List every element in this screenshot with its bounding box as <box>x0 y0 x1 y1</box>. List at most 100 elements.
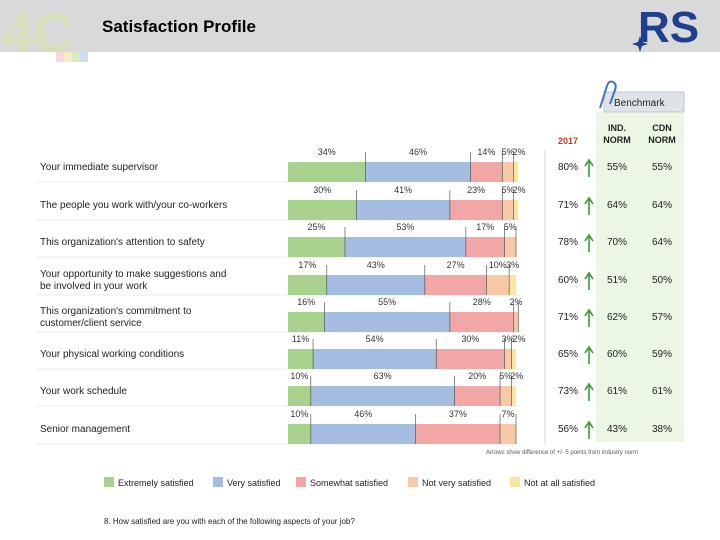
legend-swatch <box>296 477 306 487</box>
up-arrow-icon <box>584 271 594 290</box>
bar-segment <box>326 275 425 295</box>
bar-segment <box>365 162 471 182</box>
bar-segment <box>288 312 325 332</box>
data-label: 10% <box>489 260 507 270</box>
legend-swatch <box>213 477 223 487</box>
bar-segment <box>288 237 345 257</box>
bar-segment <box>513 162 519 182</box>
data-label: 5% <box>502 185 515 195</box>
bar-segment <box>511 386 516 406</box>
ind-norm-value: 43% <box>607 424 627 435</box>
benchmark-tab <box>603 91 685 113</box>
score-2017: 60% <box>558 275 578 286</box>
data-label: 34% <box>318 147 336 157</box>
data-label: 46% <box>354 409 372 419</box>
up-arrow-icon <box>584 308 594 327</box>
col-cdn-header-1: CDN <box>652 123 672 133</box>
bar-segment <box>465 237 505 257</box>
benchmark-panel <box>596 112 684 442</box>
data-label: 20% <box>468 371 486 381</box>
bar-segment <box>504 237 516 257</box>
category-label: be involved in your work <box>40 281 148 292</box>
cdn-norm-value: 61% <box>652 386 672 397</box>
col-2017-header: 2017 <box>558 136 578 146</box>
data-label: 14% <box>477 147 495 157</box>
data-label: 11% <box>292 334 309 344</box>
data-label: 25% <box>307 222 325 232</box>
data-label: 5% <box>504 222 517 232</box>
legend-label: Not very satisfied <box>422 478 491 488</box>
bar-segment <box>500 424 516 444</box>
legend-swatch <box>104 477 114 487</box>
bar-segment <box>288 162 366 182</box>
cdn-norm-value: 59% <box>652 349 672 360</box>
score-2017: 78% <box>558 237 578 248</box>
ind-norm-value: 64% <box>607 200 627 211</box>
ind-norm-value: 51% <box>607 275 627 286</box>
cdn-norm-value: 38% <box>652 424 672 435</box>
category-label: This organization's commitment to <box>40 306 192 317</box>
data-label: 2% <box>513 147 526 157</box>
data-label: 41% <box>394 185 412 195</box>
bar-segment <box>454 386 501 406</box>
category-label: The people you work with/your co-workers <box>40 200 227 211</box>
bar-segment <box>502 200 514 220</box>
bar-segment <box>356 200 450 220</box>
question-footnote: 8. How satisfied are you with each of th… <box>104 517 355 526</box>
bar-segment <box>449 312 514 332</box>
data-label: 7% <box>502 409 515 419</box>
legend-label: Not at all satisfied <box>524 478 595 488</box>
data-label: 2% <box>510 371 523 381</box>
data-label: 23% <box>467 185 485 195</box>
bar-segment <box>310 386 455 406</box>
cdn-norm-value: 64% <box>652 237 672 248</box>
data-label: 3% <box>502 334 515 344</box>
col-ind-header-1: IND. <box>608 123 626 133</box>
benchmark-title: Benchmark <box>614 98 666 109</box>
data-label: 2% <box>509 297 522 307</box>
category-label: Senior management <box>40 424 130 435</box>
legend-swatch <box>510 477 520 487</box>
legend-label: Very satisfied <box>227 478 281 488</box>
data-label: 27% <box>447 260 465 270</box>
data-label: 37% <box>449 409 467 419</box>
bar-segment <box>436 349 505 369</box>
up-arrow-icon <box>584 233 594 252</box>
score-2017: 73% <box>558 386 578 397</box>
category-label: customer/client service <box>40 318 142 329</box>
page-title: Satisfaction Profile <box>102 17 256 36</box>
cdn-norm-value: 64% <box>652 200 672 211</box>
category-label: Your opportunity to make suggestions and <box>40 269 226 280</box>
data-label: 5% <box>502 147 515 157</box>
data-label: 2% <box>513 185 526 195</box>
bar-segment <box>310 424 416 444</box>
data-label: 30% <box>313 185 331 195</box>
paperclip-icon <box>599 80 617 109</box>
cdn-norm-value: 50% <box>652 275 672 286</box>
up-arrow-icon <box>584 345 594 364</box>
up-arrow-icon <box>584 382 594 401</box>
data-label: 54% <box>366 334 384 344</box>
data-label: 63% <box>374 371 392 381</box>
category-label: Your work schedule <box>40 386 127 397</box>
bar-segment <box>511 349 516 369</box>
bar-segment <box>288 349 314 369</box>
data-label: 10% <box>290 409 308 419</box>
col-cdn-header-2: NORM <box>648 135 676 145</box>
legend-label: Extremely satisfied <box>118 478 194 488</box>
bar-segment <box>486 275 510 295</box>
data-label: 5% <box>499 371 512 381</box>
bar-segment <box>470 162 503 182</box>
score-2017: 65% <box>558 349 578 360</box>
score-2017: 71% <box>558 312 578 323</box>
up-arrow-icon <box>584 196 594 215</box>
bar-segment <box>288 386 311 406</box>
data-label: 17% <box>476 222 494 232</box>
bar-segment <box>345 237 466 257</box>
bar-segment <box>288 424 311 444</box>
bar-segment <box>502 162 514 182</box>
col-ind-header-2: NORM <box>603 135 631 145</box>
up-arrow-icon <box>584 158 594 177</box>
bar-segment <box>500 386 512 406</box>
